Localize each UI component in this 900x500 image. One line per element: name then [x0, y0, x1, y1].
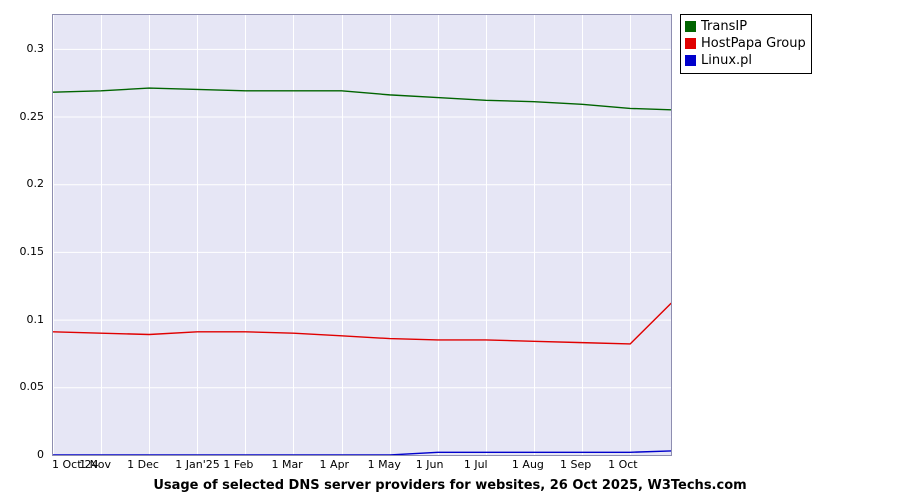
y-tick-label: 0: [37, 448, 44, 461]
y-tick-label: 0.1: [26, 312, 45, 326]
y-tick-label: 0.25: [19, 109, 45, 123]
x-tick-label: 1 Jul: [463, 458, 488, 471]
x-tick-label: 1 Sep: [560, 458, 592, 471]
x-tick-label: 1 Mar: [271, 458, 303, 471]
chart-legend: TransIP HostPapa Group Linux.pl: [680, 14, 812, 74]
legend-swatch-icon: [685, 55, 696, 66]
series-line-transip: [53, 87, 671, 111]
x-tick-label: 1 Jan'25: [175, 458, 220, 471]
legend-swatch-icon: [685, 38, 696, 49]
x-tick-label: 1 Dec: [127, 458, 159, 471]
plot-area: [52, 14, 672, 456]
x-tick-label: 1 Oct: [608, 458, 638, 471]
legend-label: Linux.pl: [701, 53, 753, 68]
y-tick-label: 0.05: [19, 380, 45, 394]
legend-swatch-icon: [685, 21, 696, 32]
y-tick-label: 0.3: [26, 41, 45, 55]
x-tick-label: 1 Oct'24: [52, 458, 99, 471]
x-tick-label: 1 Feb: [223, 458, 254, 471]
x-tick-label: 1 Jun: [415, 458, 444, 471]
x-tick-label: 1 Apr: [319, 458, 350, 471]
y-tick-label: 0.15: [19, 244, 45, 258]
series-line-linux-pl: [53, 450, 671, 455]
x-tick-label: 1 Nov: [79, 458, 112, 471]
x-tick-label: 1 May: [367, 458, 401, 471]
chart-caption: Usage of selected DNS server providers f…: [153, 478, 747, 493]
legend-label: HostPapa Group: [701, 36, 806, 51]
grid-lines: [53, 15, 671, 455]
x-tick-label: 1 Aug: [511, 458, 544, 471]
legend-item: Linux.pl: [685, 52, 806, 69]
series-lines: [53, 87, 671, 455]
legend-label: TransIP: [701, 19, 748, 34]
legend-item: HostPapa Group: [685, 35, 806, 52]
legend-item: TransIP: [685, 18, 806, 35]
y-tick-label: 0.2: [26, 177, 45, 191]
series-line-hostpapa-group: [53, 302, 671, 345]
